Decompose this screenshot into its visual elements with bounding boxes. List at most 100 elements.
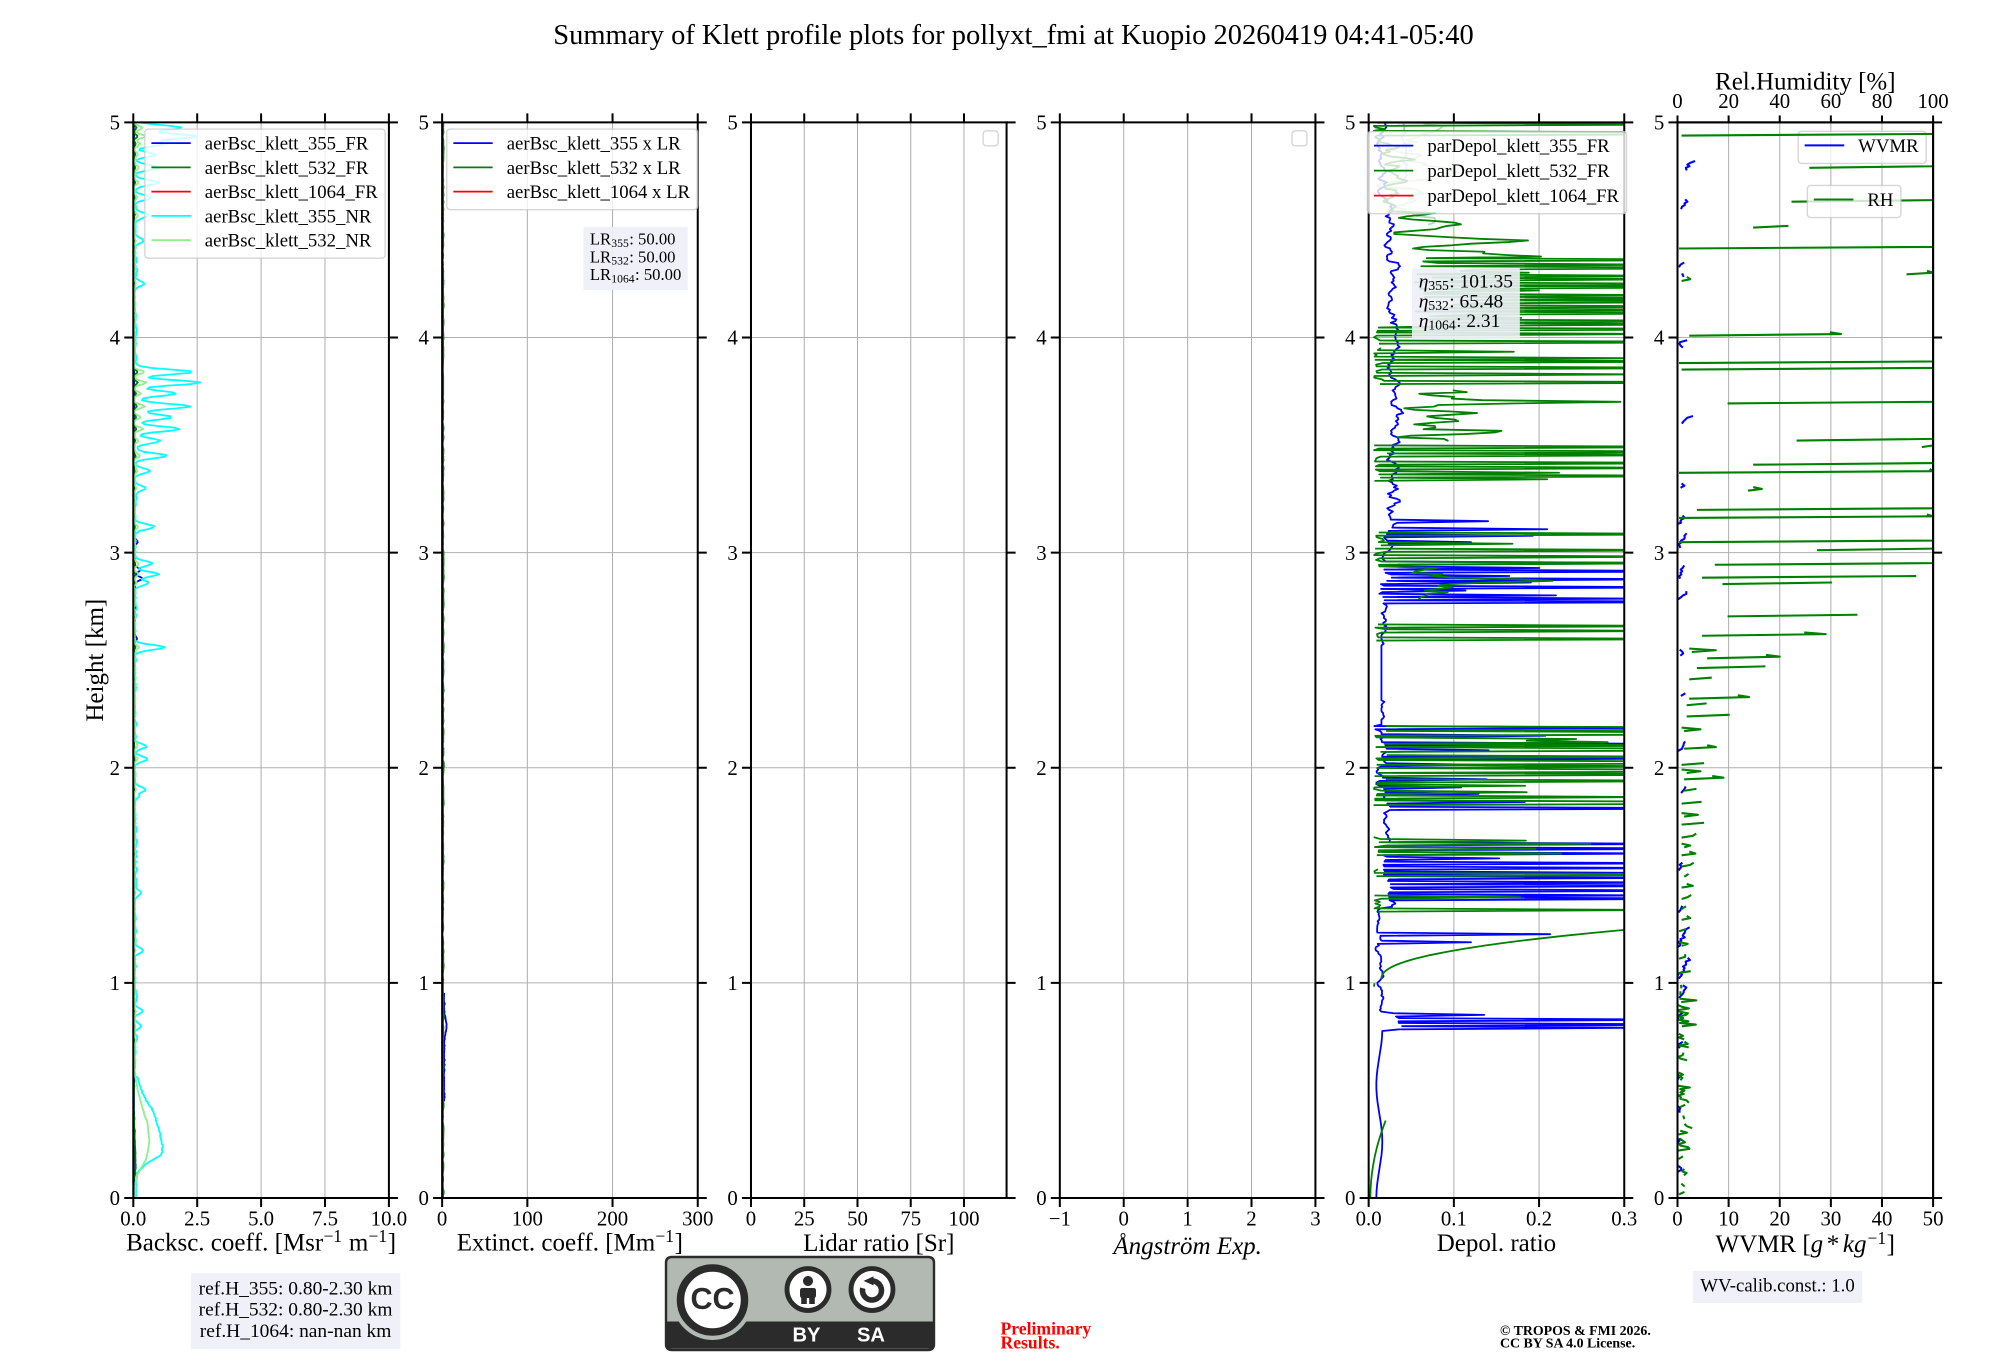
svg-text:0: 0	[1654, 1186, 1664, 1210]
svg-text:W V M R: W V M R [ * ] g k g − 1	[1716, 1224, 1901, 1258]
svg-text:© TROPOS & FMI 2026.: © TROPOS & FMI 2026.	[1500, 1324, 1651, 1339]
svg-text:Results.: Results.	[1001, 1333, 1060, 1353]
svg-text:1: 1	[1036, 971, 1046, 995]
svg-text:2.5: 2.5	[184, 1207, 210, 1231]
svg-text:0.0: 0.0	[1356, 1207, 1382, 1231]
svg-text:E x t i: E x t i n c t . c o e f f . [ M m ] − 1	[457, 1222, 689, 1256]
svg-text:0: 0	[1036, 1186, 1046, 1210]
svg-text:40: 40	[1872, 1207, 1893, 1231]
svg-text:L R :: L R : 5 0 . 0 0 3 5 5	[590, 225, 681, 252]
svg-text:200: 200	[597, 1207, 628, 1231]
svg-text:4: 4	[1036, 326, 1047, 350]
svg-text:SA: SA	[857, 1325, 885, 1347]
svg-text:0: 0	[110, 1186, 120, 1210]
svg-text:0.3: 0.3	[1611, 1207, 1637, 1231]
svg-text:0: 0	[437, 1207, 447, 1231]
svg-text:parDepol_klett_1064_FR: parDepol_klett_1064_FR	[1427, 186, 1619, 207]
svg-text:η 1 0 6: η 1 0 6 4 : 2 . 3 1	[1419, 307, 1501, 335]
svg-text:3: 3	[110, 541, 120, 565]
svg-text:η 3 5 5: η 3 5 5 : 1 0 1 . 3 5	[1419, 268, 1513, 296]
svg-text:0: 0	[1672, 89, 1682, 113]
svg-text:1: 1	[727, 971, 737, 995]
svg-text:3: 3	[727, 541, 737, 565]
svg-text:aerBsc_klett_355_NR: aerBsc_klett_355_NR	[205, 206, 372, 227]
svg-text:Height [km]: Height [km]	[82, 599, 109, 722]
svg-text:2: 2	[727, 756, 737, 780]
svg-text:0: 0	[419, 1186, 429, 1210]
svg-text:4: 4	[727, 326, 738, 350]
svg-text:4: 4	[1654, 326, 1665, 350]
svg-text:20: 20	[1769, 1207, 1790, 1231]
svg-text:ref.H_532: 0.80-2.30 km: ref.H_532: 0.80-2.30 km	[199, 1300, 393, 1321]
svg-text:2: 2	[110, 756, 120, 780]
svg-text:BY: BY	[793, 1325, 822, 1347]
svg-text:10: 10	[1718, 1207, 1739, 1231]
svg-text:0: 0	[1672, 1207, 1682, 1231]
svg-text:5: 5	[419, 111, 429, 135]
svg-text:Summary of Klett profile plots: Summary of Klett profile plots for polly…	[553, 20, 1473, 51]
svg-text:CC BY SA 4.0 License.: CC BY SA 4.0 License.	[1500, 1337, 1635, 1352]
svg-text:0.2: 0.2	[1526, 1207, 1552, 1231]
svg-text:0.0: 0.0	[120, 1207, 146, 1231]
svg-text:10.0: 10.0	[371, 1207, 407, 1231]
svg-text:Depol. ratio: Depol. ratio	[1437, 1230, 1556, 1257]
svg-text:7.5: 7.5	[312, 1207, 338, 1231]
svg-text:4: 4	[419, 326, 430, 350]
svg-text:2: 2	[1654, 756, 1664, 780]
svg-text:1: 1	[1654, 971, 1664, 995]
svg-text:ref.H_1064: nan-nan km: ref.H_1064: nan-nan km	[200, 1321, 392, 1342]
svg-text:RH: RH	[1867, 190, 1893, 211]
svg-text:40: 40	[1769, 89, 1790, 113]
svg-text:5: 5	[1345, 111, 1355, 135]
svg-text:2: 2	[1036, 756, 1046, 780]
svg-text:3: 3	[419, 541, 429, 565]
svg-text:3: 3	[1036, 541, 1046, 565]
svg-text:100: 100	[1917, 89, 1948, 113]
svg-text:aerBsc_klett_355 x LR: aerBsc_klett_355 x LR	[507, 134, 681, 155]
svg-text:0: 0	[727, 1186, 737, 1210]
svg-text:2: 2	[1246, 1207, 1256, 1231]
svg-text:parDepol_klett_355_FR: parDepol_klett_355_FR	[1427, 136, 1610, 157]
svg-text:aerBsc_klett_1064_FR: aerBsc_klett_1064_FR	[205, 182, 378, 203]
svg-text:Rel.Humidity [%]: Rel.Humidity [%]	[1715, 68, 1896, 95]
svg-text:100: 100	[512, 1207, 543, 1231]
svg-text:0: 0	[746, 1207, 756, 1231]
svg-text:4: 4	[1345, 326, 1356, 350]
svg-text:ref.H_355: 0.80-2.30 km: ref.H_355: 0.80-2.30 km	[199, 1278, 393, 1299]
svg-text:3: 3	[1654, 541, 1664, 565]
svg-text:20: 20	[1718, 89, 1739, 113]
svg-text:30: 30	[1820, 1207, 1841, 1231]
svg-text:1: 1	[1182, 1207, 1192, 1231]
svg-text:CC: CC	[690, 1282, 734, 1316]
svg-text:WVMR: WVMR	[1858, 136, 1919, 157]
svg-text:300: 300	[682, 1207, 713, 1231]
svg-text:5: 5	[1036, 111, 1046, 135]
svg-text:B a c k: B a c k s c . c o e f f . [ M s r m ] −	[126, 1222, 402, 1256]
svg-text:3: 3	[1345, 541, 1355, 565]
svg-text:−1: −1	[1049, 1207, 1071, 1231]
svg-text:L R :: L R : 5 0 . 0 0 5 3 2	[590, 242, 681, 269]
svg-text:1: 1	[110, 971, 120, 995]
svg-text:Ångström Exp.: Ångström Exp.	[1111, 1233, 1262, 1260]
svg-text:0: 0	[1119, 1207, 1129, 1231]
svg-text:5: 5	[110, 111, 120, 135]
svg-text:Lidar ratio [Sr]: Lidar ratio [Sr]	[803, 1230, 954, 1257]
svg-text:0: 0	[1345, 1186, 1355, 1210]
svg-text:aerBsc_klett_532_NR: aerBsc_klett_532_NR	[205, 231, 372, 252]
svg-text:4: 4	[110, 326, 121, 350]
svg-text:aerBsc_klett_1064 x LR: aerBsc_klett_1064 x LR	[507, 182, 691, 203]
svg-text:5: 5	[1654, 111, 1664, 135]
svg-text:aerBsc_klett_355_FR: aerBsc_klett_355_FR	[205, 134, 369, 155]
svg-text:5: 5	[727, 111, 737, 135]
svg-text:WV-calib.const.: 1.0: WV-calib.const.: 1.0	[1700, 1276, 1854, 1297]
svg-text:50: 50	[847, 1207, 868, 1231]
svg-text:η 5 3 2: η 5 3 2 : 6 5 . 4 8	[1419, 287, 1504, 315]
svg-text:2: 2	[1345, 756, 1355, 780]
svg-text:aerBsc_klett_532_FR: aerBsc_klett_532_FR	[205, 158, 369, 179]
svg-text:parDepol_klett_532_FR: parDepol_klett_532_FR	[1427, 161, 1610, 182]
svg-text:25: 25	[794, 1207, 815, 1231]
svg-text:Preliminary: Preliminary	[1001, 1318, 1092, 1338]
svg-text:100: 100	[948, 1207, 979, 1231]
svg-text:L R :: L R : 5 0 . 0 0 1 0 6 4	[590, 260, 687, 287]
svg-text:aerBsc_klett_532 x LR: aerBsc_klett_532 x LR	[507, 158, 681, 179]
